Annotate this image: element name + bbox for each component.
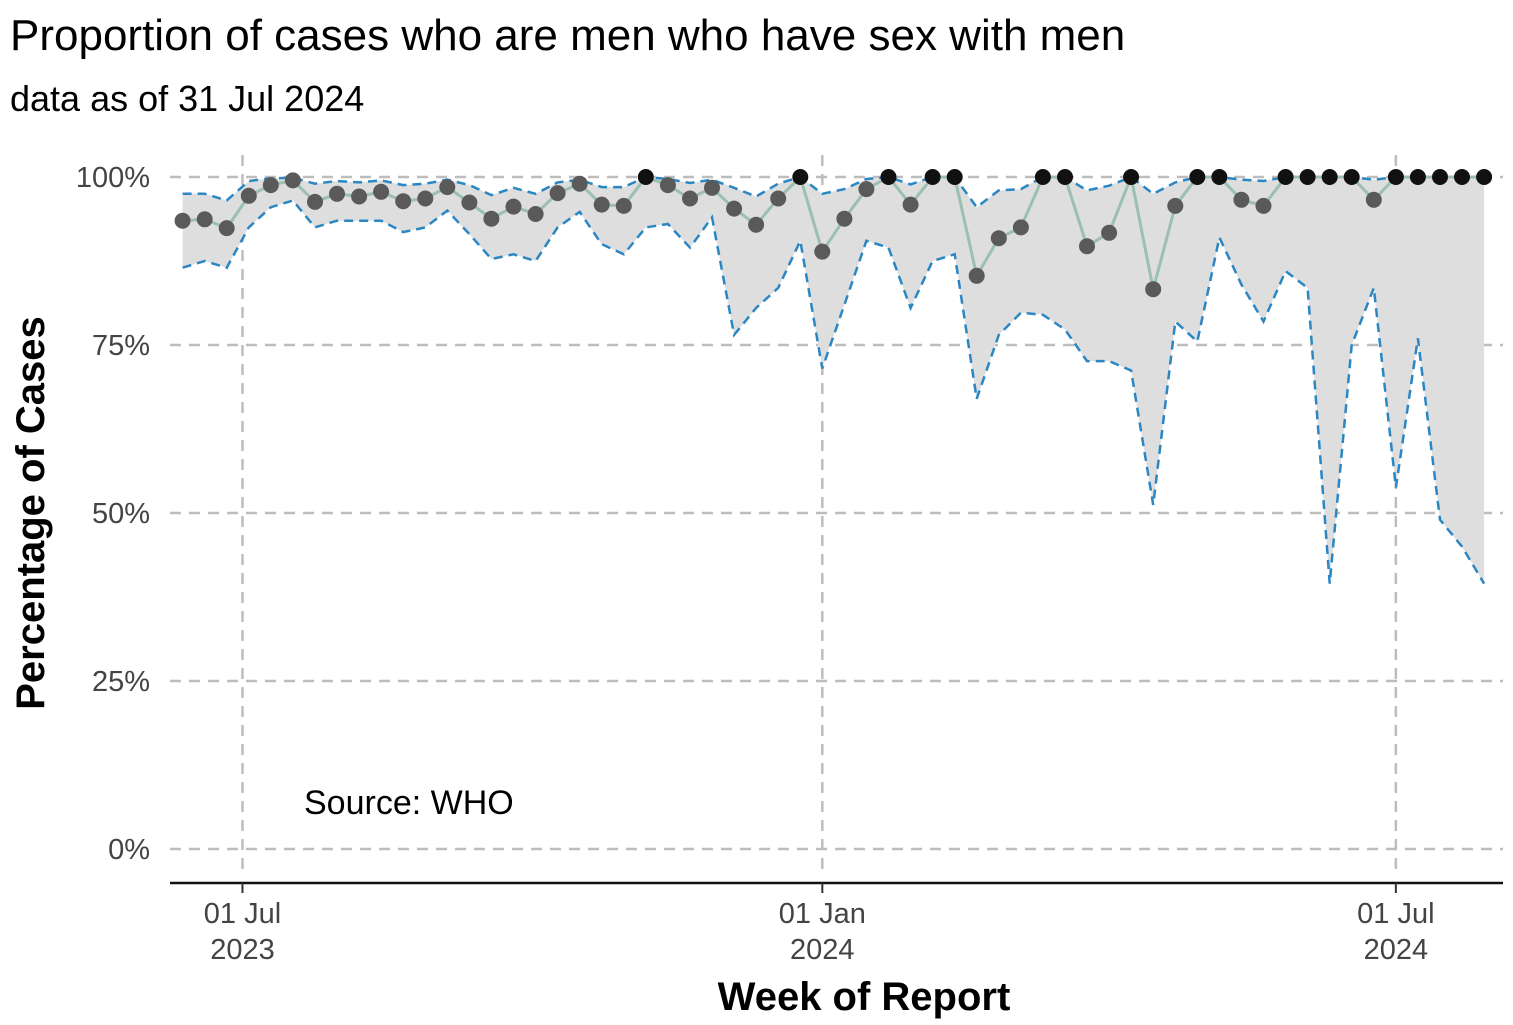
data-point — [483, 210, 500, 227]
x-tick-label: 01 Jan — [779, 898, 866, 930]
y-tick-label: 25% — [92, 666, 150, 698]
x-tick-label: 01 Jul — [204, 898, 281, 930]
data-point — [240, 187, 257, 204]
x-tick-year: 2024 — [790, 934, 855, 966]
data-point — [704, 179, 720, 196]
data-point — [1409, 169, 1426, 185]
data-point — [218, 220, 235, 237]
data-point — [726, 200, 743, 217]
data-point — [527, 206, 544, 222]
y-tick-label: 50% — [92, 498, 150, 530]
data-point — [792, 169, 809, 185]
data-point — [924, 169, 941, 185]
confidence-band — [182, 177, 1485, 584]
data-point — [1299, 169, 1316, 185]
data-point — [1057, 169, 1073, 185]
data-point — [329, 185, 345, 202]
data-point — [417, 190, 434, 207]
data-point — [439, 179, 456, 196]
data-point — [880, 169, 897, 185]
y-tick-labels: 0% 25% 50% 75% 100% — [76, 162, 150, 866]
data-point — [262, 177, 279, 194]
data-point — [968, 267, 985, 284]
data-point — [1123, 169, 1140, 185]
data-point — [505, 198, 522, 215]
data-point — [682, 190, 698, 207]
data-point — [571, 175, 588, 192]
data-point — [1454, 169, 1470, 185]
y-tick-label: 100% — [76, 162, 150, 194]
data-point — [1034, 169, 1051, 185]
x-axis-title: Week of Report — [718, 975, 1011, 1019]
data-point — [1167, 197, 1184, 214]
y-tick-label: 75% — [92, 330, 150, 362]
data-point — [1365, 191, 1382, 208]
y-axis-title: Percentage of Cases — [9, 316, 53, 710]
data-point — [1211, 169, 1228, 185]
data-point — [1387, 169, 1404, 185]
data-point — [1012, 219, 1029, 236]
data-point — [307, 193, 323, 210]
data-point — [659, 177, 676, 194]
data-point — [1101, 224, 1118, 241]
data-point — [1343, 169, 1360, 185]
data-point — [1189, 169, 1206, 185]
data-point — [814, 243, 831, 260]
data-point — [990, 230, 1007, 247]
data-point — [284, 172, 301, 189]
data-point — [902, 196, 919, 213]
data-point — [1476, 169, 1493, 185]
estimate-points — [174, 169, 1493, 298]
data-point — [858, 181, 875, 198]
data-point — [395, 193, 412, 210]
data-point — [373, 183, 390, 200]
y-tick-label: 0% — [108, 834, 150, 866]
data-point — [549, 185, 566, 202]
data-point — [1145, 281, 1162, 298]
data-point — [748, 216, 765, 233]
data-point — [593, 196, 610, 213]
data-point — [1079, 238, 1095, 255]
source-annotation: Source: WHO — [304, 784, 514, 822]
data-point — [1233, 191, 1250, 208]
data-point — [174, 212, 191, 229]
data-point — [770, 190, 787, 207]
data-point — [196, 211, 213, 228]
x-tick-year: 2023 — [210, 934, 275, 966]
chart-title: Proportion of cases who are men who have… — [10, 11, 1126, 60]
data-point — [351, 188, 368, 205]
data-point — [836, 210, 853, 227]
data-point — [637, 169, 654, 185]
data-point — [1277, 169, 1294, 185]
x-tick-year: 2024 — [1364, 934, 1429, 966]
data-point — [1321, 169, 1338, 185]
data-point — [1432, 169, 1448, 185]
data-point — [1255, 197, 1272, 214]
x-tick-label: 01 Jul — [1357, 898, 1434, 930]
x-ticks: 01 Jul 2023 01 Jan 2024 01 Jul 2024 — [204, 883, 1435, 966]
data-point — [461, 194, 478, 211]
chart-subtitle: data as of 31 Jul 2024 — [10, 78, 365, 119]
data-point — [946, 169, 963, 185]
upper-bound-line — [182, 175, 1485, 209]
data-point — [615, 197, 632, 214]
